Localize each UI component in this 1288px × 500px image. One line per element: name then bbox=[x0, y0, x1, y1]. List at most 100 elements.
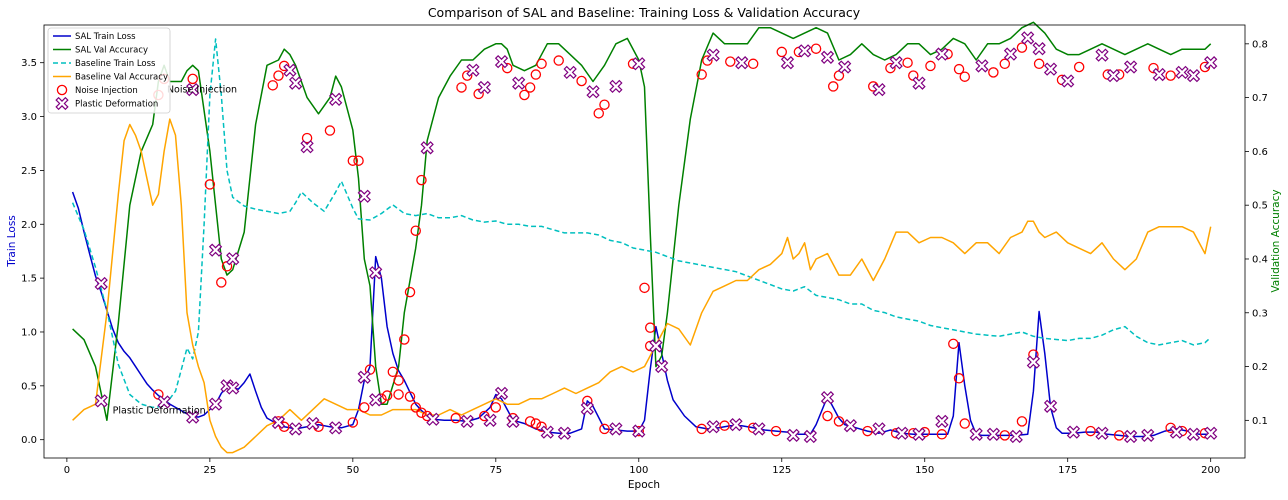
plastic-deformation-marker bbox=[632, 57, 646, 71]
x-tick-label: 25 bbox=[203, 465, 216, 476]
noise-injection-marker bbox=[404, 286, 416, 298]
y-left-tick-label: 2.0 bbox=[21, 220, 37, 231]
x-tick-label: 100 bbox=[629, 465, 648, 476]
noise-injection-marker bbox=[576, 75, 587, 87]
plastic-deformation-marker bbox=[820, 50, 835, 64]
y-right-tick-label: 0.7 bbox=[1252, 93, 1268, 104]
plastic-deformation-marker bbox=[797, 44, 812, 58]
y-right-tick-label: 0.5 bbox=[1252, 201, 1268, 212]
noise-injection-marker bbox=[1033, 58, 1045, 70]
legend-swatch bbox=[55, 96, 69, 111]
noise-injection-marker bbox=[387, 366, 399, 378]
plastic-deformation-marker bbox=[580, 401, 594, 416]
noise-injection-marker bbox=[490, 402, 502, 413]
noise-injection-marker bbox=[399, 334, 410, 345]
noise-injection-marker bbox=[702, 55, 713, 66]
plastic-deformation-marker bbox=[1032, 42, 1046, 56]
noise-injection-marker bbox=[301, 132, 313, 144]
noise-injection-marker bbox=[959, 418, 971, 429]
noise-injection-marker bbox=[953, 63, 965, 75]
plastic-deformation-marker bbox=[494, 54, 509, 69]
y-right-tick-label: 0.6 bbox=[1252, 147, 1268, 158]
noise-injection-marker bbox=[902, 57, 913, 68]
plastic-deformation-marker bbox=[306, 416, 320, 431]
plastic-deformation-marker bbox=[540, 425, 554, 439]
plastic-deformation-marker bbox=[494, 386, 509, 401]
noise-injection-marker bbox=[599, 423, 610, 435]
annotation-label: Noise Injection bbox=[167, 85, 237, 96]
y-left-tick-label: 0.0 bbox=[21, 435, 37, 446]
y-left-tick-label: 0.5 bbox=[21, 381, 37, 392]
noise-injection-marker bbox=[273, 70, 284, 81]
noise-injection-marker bbox=[948, 338, 959, 350]
plastic-deformation-marker bbox=[1095, 48, 1109, 62]
plastic-deformation-marker bbox=[1043, 399, 1058, 413]
plastic-deformation-marker bbox=[780, 56, 795, 70]
plastic-deformation-marker bbox=[1123, 429, 1138, 444]
y-axis-label-left: Train Loss bbox=[6, 215, 18, 268]
plastic-deformation-marker bbox=[1066, 425, 1081, 439]
y-axis-label-right: Validation Accuracy bbox=[1270, 189, 1282, 292]
legend-label: SAL Val Accuracy bbox=[75, 46, 148, 56]
plastic-deformation-marker bbox=[969, 427, 983, 441]
y-left-tick-label: 2.5 bbox=[21, 166, 37, 177]
noise-injection-marker bbox=[524, 82, 536, 93]
noise-injection-marker bbox=[410, 402, 421, 413]
noise-injection-marker bbox=[524, 416, 536, 427]
noise-injection-marker bbox=[324, 125, 336, 136]
legend-label: Noise Injection bbox=[75, 86, 138, 96]
plot-frame bbox=[43, 24, 1246, 459]
plastic-deformation-marker bbox=[872, 82, 886, 97]
plastic-deformation-marker bbox=[283, 63, 297, 77]
series-line-sal-val-accuracy bbox=[72, 21, 1212, 422]
plastic-deformation-marker bbox=[649, 339, 663, 353]
noise-injection-marker bbox=[416, 407, 427, 419]
plastic-deformation-marker bbox=[1204, 426, 1218, 440]
noise-injection-marker bbox=[347, 417, 359, 428]
noise-injection-marker bbox=[519, 89, 530, 101]
noise-injection-marker bbox=[810, 43, 822, 54]
noise-injection-marker bbox=[273, 416, 284, 427]
legend-label: Baseline Val Accuracy bbox=[75, 73, 168, 83]
noise-injection-marker bbox=[999, 430, 1011, 441]
plastic-deformation-marker bbox=[1175, 65, 1189, 80]
y-right-tick-label: 0.2 bbox=[1252, 362, 1268, 373]
noise-injection-marker bbox=[530, 418, 542, 429]
noise-injection-marker bbox=[719, 420, 730, 431]
plastic-deformation-marker bbox=[1043, 62, 1058, 76]
plastic-deformation-marker bbox=[329, 92, 343, 106]
legend-label: SAL Train Loss bbox=[75, 32, 136, 42]
x-tick-label: 0 bbox=[64, 465, 70, 476]
noise-injection-marker bbox=[747, 58, 759, 70]
noise-injection-marker bbox=[1085, 425, 1096, 437]
noise-injection-marker bbox=[353, 155, 364, 166]
noise-injection-marker bbox=[599, 99, 610, 110]
plastic-deformation-marker bbox=[1204, 56, 1218, 70]
plastic-deformation-marker bbox=[157, 395, 171, 409]
noise-injection-marker bbox=[536, 58, 547, 70]
noise-injection-marker bbox=[1016, 416, 1028, 427]
noise-injection-marker bbox=[822, 410, 833, 422]
noise-injection-marker bbox=[267, 80, 279, 91]
plastic-deformation-marker bbox=[1003, 47, 1018, 61]
plastic-deformation-marker bbox=[935, 414, 949, 429]
plastic-deformation-marker bbox=[420, 141, 434, 155]
plastic-deformation-marker bbox=[1026, 355, 1041, 369]
plastic-deformation-marker bbox=[655, 359, 669, 374]
plastic-deformation-marker bbox=[426, 412, 440, 426]
noise-injection-marker bbox=[450, 412, 462, 424]
noise-injection-marker bbox=[461, 70, 473, 81]
noise-injection-marker bbox=[393, 375, 404, 386]
noise-injection-marker bbox=[1073, 61, 1085, 73]
noise-injection-marker bbox=[1165, 70, 1176, 81]
noise-injection-marker bbox=[988, 67, 999, 78]
plastic-deformation-marker bbox=[357, 370, 371, 384]
y-right-tick-label: 0.4 bbox=[1252, 254, 1268, 265]
noise-injection-marker bbox=[644, 322, 656, 333]
plastic-deformation-marker bbox=[895, 426, 909, 440]
plastic-deformation-marker bbox=[94, 276, 108, 291]
plastic-deformation-marker bbox=[735, 56, 749, 70]
annotation-label: Plastic Deformation bbox=[113, 406, 206, 417]
noise-injection-marker bbox=[725, 56, 736, 67]
